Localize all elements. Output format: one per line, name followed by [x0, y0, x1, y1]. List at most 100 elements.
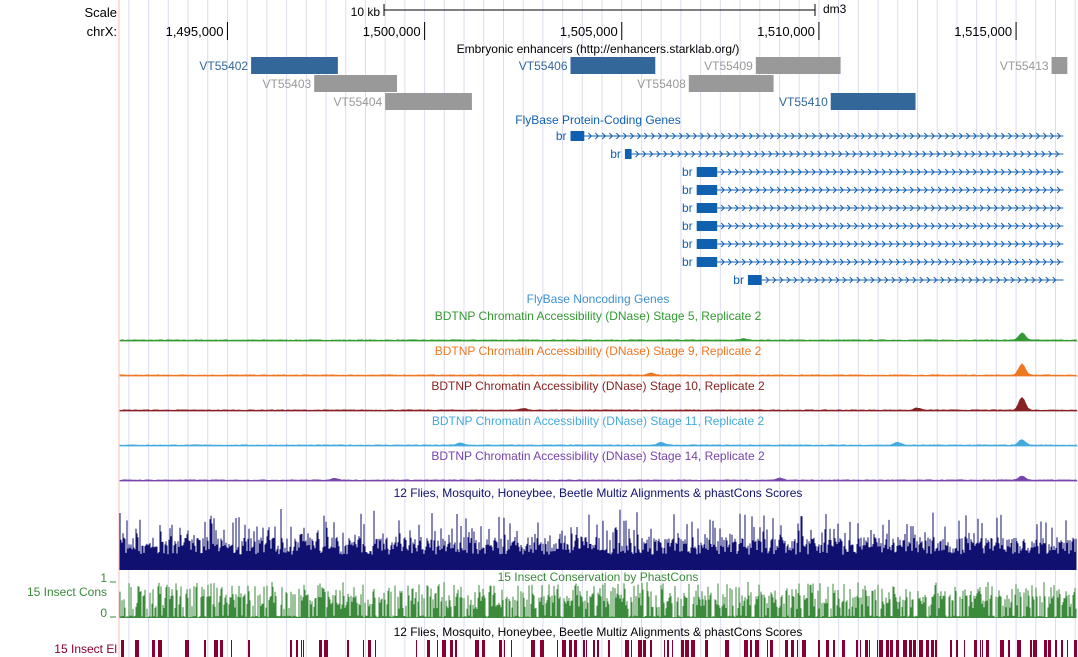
strand-arrow [783, 204, 788, 212]
strand-arrow [741, 132, 747, 140]
strand-arrow [684, 150, 689, 158]
strand-arrow [1000, 258, 1005, 266]
strand-arrow [832, 222, 837, 230]
gene-exon [696, 185, 718, 195]
conserved-element [416, 640, 417, 657]
conserved-element [964, 640, 965, 657]
phastcons-track[interactable]: 15 Insect Conservation by PhastCons 15 I… [27, 570, 1077, 620]
strand-arrow [1035, 240, 1040, 248]
gene-exon [570, 131, 585, 141]
strand-arrow [870, 276, 875, 284]
strand-arrow [950, 150, 955, 158]
strand-arrow [811, 204, 816, 212]
strand-arrow [905, 276, 910, 284]
strand-arrow [846, 132, 852, 140]
conserved-element [935, 640, 937, 657]
strand-arrow [867, 186, 872, 194]
strand-arrow [594, 132, 600, 140]
strand-arrow [1021, 258, 1026, 266]
strand-arrow [776, 258, 781, 266]
strand-arrow [1042, 168, 1047, 176]
strand-arrow [734, 240, 739, 248]
strand-arrow [835, 276, 840, 284]
strand-arrow [1035, 186, 1040, 194]
conserved-element [755, 640, 759, 657]
strand-arrow [755, 186, 760, 194]
strand-arrow [1014, 222, 1019, 230]
elements-track[interactable]: 12 Flies, Mosquito, Honeybee, Beetle Mul… [54, 625, 1077, 657]
strand-arrow [972, 258, 977, 266]
ruler-tick-label: 1,500,000 [363, 24, 421, 39]
enhancer-track[interactable]: Embryonic enhancers (http://enhancers.st… [199, 42, 1068, 110]
strand-arrow [1042, 222, 1047, 230]
strand-arrow [1042, 204, 1047, 212]
conserved-element [158, 640, 162, 657]
strand-arrow [1021, 204, 1026, 212]
strand-arrow [979, 222, 984, 230]
strand-arrow [898, 276, 903, 284]
strand-arrow [601, 132, 607, 140]
strand-arrow [1003, 276, 1008, 284]
strand-arrow [909, 168, 914, 176]
noncoding-genes-track[interactable]: FlyBase Noncoding Genes [527, 292, 670, 306]
gene-exon [696, 221, 718, 231]
strand-arrow [748, 168, 753, 176]
strand-arrow [1014, 204, 1019, 212]
dnase-track: BDTNP Chromatin Accessibility (DNase) St… [119, 344, 1078, 377]
strand-arrow [1056, 240, 1061, 248]
strand-arrow [839, 204, 844, 212]
strand-arrow [971, 150, 976, 158]
strand-arrow [670, 150, 675, 158]
strand-arrow [888, 258, 893, 266]
strand-arrow [930, 204, 935, 212]
strand-arrow [958, 168, 963, 176]
strand-arrow [972, 132, 978, 140]
strand-arrow [755, 258, 760, 266]
strand-arrow [860, 222, 865, 230]
strand-arrow [839, 132, 845, 140]
multiz-track[interactable]: 12 Flies, Mosquito, Honeybee, Beetle Mul… [119, 486, 1077, 570]
conserved-element [770, 640, 773, 657]
strand-arrow [741, 222, 746, 230]
dnase-signal [119, 332, 1078, 342]
gene-label: br [682, 201, 693, 215]
strand-arrow [825, 240, 830, 248]
strand-arrow [818, 186, 823, 194]
strand-arrow [755, 168, 760, 176]
strand-arrow [923, 258, 928, 266]
strand-arrow [1042, 132, 1048, 140]
gene-label: br [682, 183, 693, 197]
strand-arrow [691, 150, 696, 158]
protein-coding-genes-track[interactable]: FlyBase Protein-Coding Genes brbrbrbrbrb… [515, 113, 1064, 287]
strand-arrow [845, 150, 850, 158]
strand-arrow [895, 258, 900, 266]
dnase-tracks: BDTNP Chromatin Accessibility (DNase) St… [119, 309, 1078, 482]
enhancer-block [1051, 57, 1068, 74]
strand-arrow [895, 168, 900, 176]
enhancer-block [570, 57, 656, 74]
phastcons-histogram [119, 582, 1077, 618]
strand-arrow [1000, 186, 1005, 194]
base-position-ruler[interactable]: Scale chrX: 10 kb dm3 1,495,000 1,500,000… [84, 2, 1017, 40]
strand-arrow [1056, 132, 1062, 140]
strand-arrow [951, 222, 956, 230]
conserved-element [427, 640, 430, 657]
strand-arrow [797, 186, 802, 194]
strand-arrow [1035, 204, 1040, 212]
strand-arrow [888, 240, 893, 248]
strand-arrow [937, 132, 943, 140]
strand-arrow [762, 132, 768, 140]
strand-arrow [863, 276, 868, 284]
strand-arrow [705, 150, 710, 158]
enhancer-label: VT55402 [199, 59, 248, 73]
strand-arrow [635, 150, 640, 158]
strand-arrow [769, 168, 774, 176]
strand-arrow [867, 222, 872, 230]
conserved-element [818, 640, 820, 657]
strand-arrow [909, 222, 914, 230]
strand-arrow [859, 150, 864, 158]
strand-arrow [986, 186, 991, 194]
enhancer-label: VT55410 [779, 95, 828, 109]
strand-arrow [951, 186, 956, 194]
